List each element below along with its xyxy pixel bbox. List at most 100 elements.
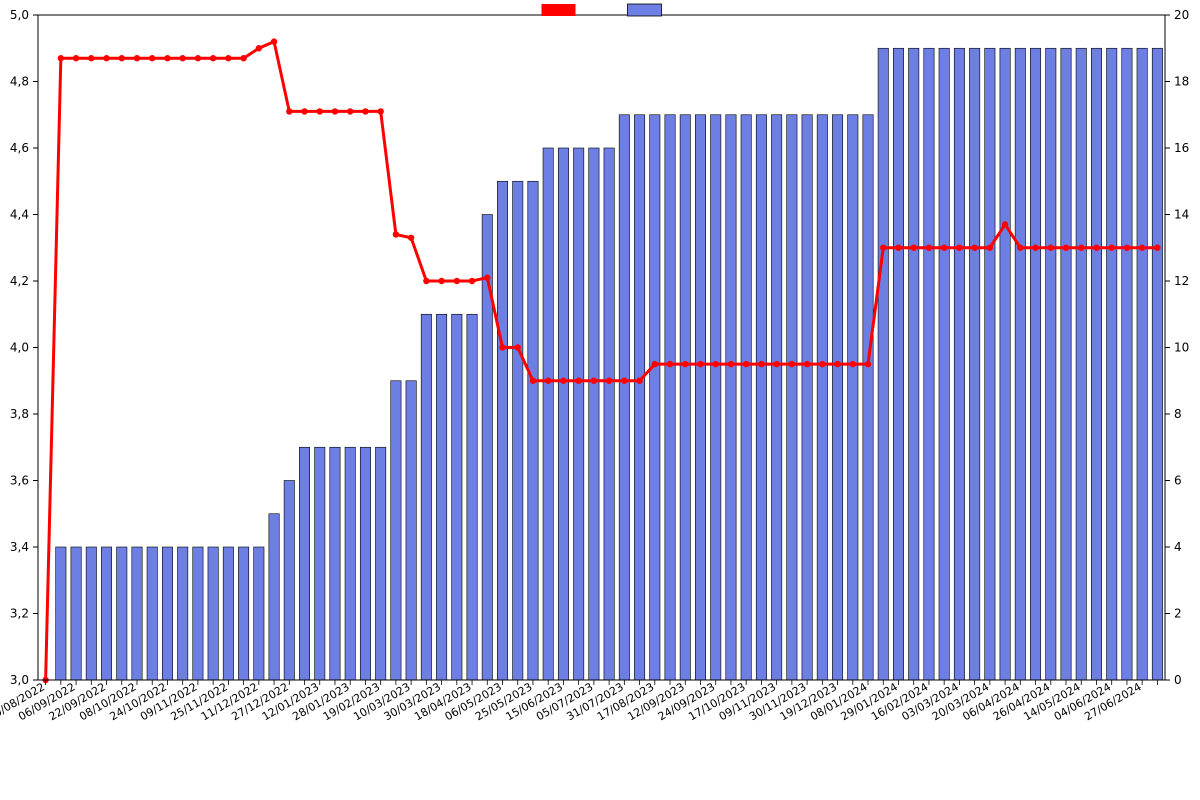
y-axis-right: 02468101214161820 xyxy=(1165,8,1189,687)
line-marker xyxy=(484,274,490,280)
bar xyxy=(132,547,142,680)
y-left-tick-label: 4,4 xyxy=(10,208,29,222)
bar xyxy=(360,447,370,680)
line-marker xyxy=(804,361,810,367)
bar xyxy=(1137,48,1147,680)
bar xyxy=(1061,48,1071,680)
line-marker xyxy=(789,361,795,367)
line-marker xyxy=(271,38,277,44)
line-marker xyxy=(560,378,566,384)
bar xyxy=(452,314,462,680)
bar xyxy=(391,381,401,680)
line-marker xyxy=(210,55,216,61)
bar xyxy=(589,148,599,680)
line-marker xyxy=(256,45,262,51)
line-marker xyxy=(728,361,734,367)
line-marker xyxy=(652,361,658,367)
bar xyxy=(406,381,416,680)
bar xyxy=(878,48,888,680)
bar xyxy=(1122,48,1132,680)
line-marker xyxy=(1002,221,1008,227)
line-marker xyxy=(941,245,947,251)
line-marker xyxy=(134,55,140,61)
bar xyxy=(1000,48,1010,680)
line-marker xyxy=(773,361,779,367)
y-right-tick-label: 4 xyxy=(1174,540,1182,554)
bar xyxy=(299,447,309,680)
line-marker xyxy=(1017,245,1023,251)
line-marker xyxy=(834,361,840,367)
line-marker xyxy=(423,278,429,284)
bar xyxy=(802,115,812,680)
bar xyxy=(969,48,979,680)
bar xyxy=(162,547,172,680)
bar xyxy=(436,314,446,680)
line-marker xyxy=(1032,245,1038,251)
line-marker xyxy=(1078,245,1084,251)
line-marker xyxy=(865,361,871,367)
line-marker xyxy=(636,378,642,384)
line-marker xyxy=(438,278,444,284)
y-left-tick-label: 3,6 xyxy=(10,474,29,488)
bar xyxy=(954,48,964,680)
y-right-tick-label: 16 xyxy=(1174,141,1189,155)
line-marker xyxy=(179,55,185,61)
line-marker xyxy=(240,55,246,61)
bar xyxy=(909,48,919,680)
line-marker xyxy=(1124,245,1130,251)
bar xyxy=(117,547,127,680)
bar xyxy=(178,547,188,680)
y-right-tick-label: 6 xyxy=(1174,474,1182,488)
legend xyxy=(542,4,662,16)
y-right-tick-label: 2 xyxy=(1174,607,1182,621)
bar xyxy=(848,115,858,680)
line-marker xyxy=(103,55,109,61)
bar xyxy=(817,115,827,680)
bar xyxy=(650,115,660,680)
line-marker xyxy=(743,361,749,367)
line-marker xyxy=(393,231,399,237)
line-marker xyxy=(880,245,886,251)
line-marker xyxy=(819,361,825,367)
bar xyxy=(1076,48,1086,680)
bar xyxy=(1152,48,1162,680)
bar xyxy=(832,115,842,680)
line-marker xyxy=(317,108,323,114)
line-marker xyxy=(499,344,505,350)
bar xyxy=(756,115,766,680)
bar xyxy=(254,547,264,680)
bar xyxy=(634,115,644,680)
line-marker xyxy=(454,278,460,284)
line-marker xyxy=(545,378,551,384)
y-right-tick-label: 14 xyxy=(1174,208,1189,222)
line-marker xyxy=(621,378,627,384)
bar xyxy=(56,547,66,680)
bar xyxy=(985,48,995,680)
line-marker xyxy=(286,108,292,114)
y-axis-left: 3,03,23,43,63,84,04,24,44,64,85,0 xyxy=(10,8,38,687)
line-marker xyxy=(408,235,414,241)
legend-swatch-bar xyxy=(628,4,662,16)
bar xyxy=(680,115,690,680)
line-marker xyxy=(682,361,688,367)
bar xyxy=(421,314,431,680)
line-marker xyxy=(530,378,536,384)
bar xyxy=(695,115,705,680)
bar xyxy=(543,148,553,680)
line-marker xyxy=(697,361,703,367)
line-marker xyxy=(713,361,719,367)
bar xyxy=(86,547,96,680)
bar xyxy=(1091,48,1101,680)
line-marker xyxy=(895,245,901,251)
line-marker xyxy=(1139,245,1145,251)
bar xyxy=(375,447,385,680)
bar xyxy=(711,115,721,680)
line-marker xyxy=(1093,245,1099,251)
y-left-tick-label: 4,0 xyxy=(10,341,29,355)
line-marker xyxy=(301,108,307,114)
bar xyxy=(71,547,81,680)
line-marker xyxy=(195,55,201,61)
line-marker xyxy=(225,55,231,61)
bar xyxy=(619,115,629,680)
y-right-tick-label: 12 xyxy=(1174,274,1189,288)
